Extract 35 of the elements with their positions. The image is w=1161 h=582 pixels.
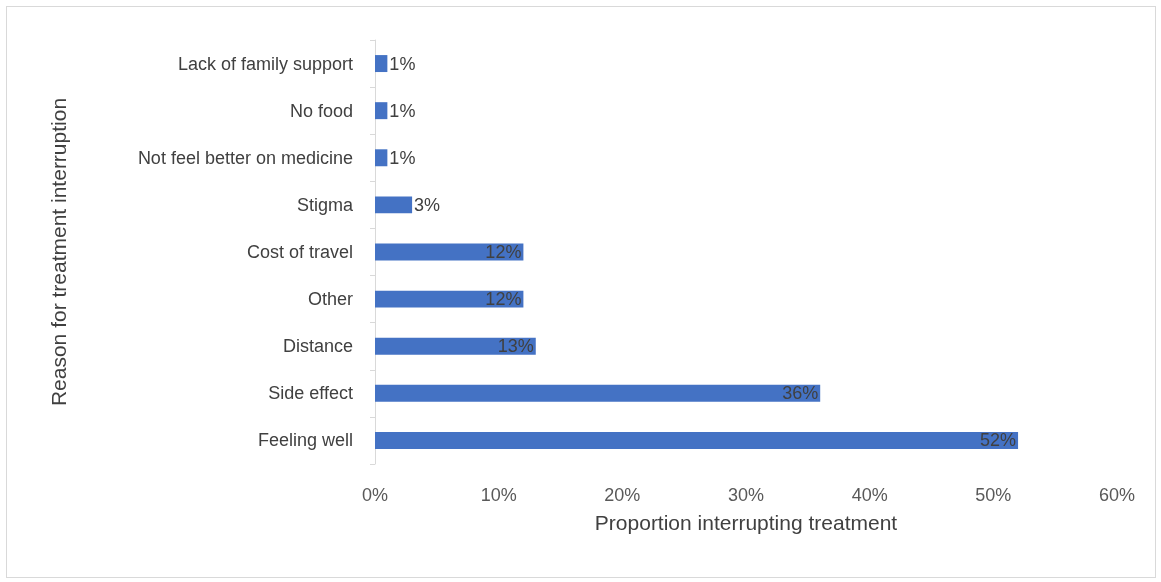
x-tick-label: 20% [604,485,641,505]
data-label: 13% [497,336,534,357]
data-label: 3% [414,194,441,215]
bar [375,290,524,308]
x-tick-label: 50% [975,485,1012,505]
data-label: 12% [485,289,522,310]
x-tick-label: 30% [727,485,765,505]
bar [375,55,388,73]
bar [375,431,1019,449]
data-label: 1% [389,100,416,121]
bar [375,337,536,355]
y-tick-label: Cost of travel [246,242,353,262]
bar [375,102,388,120]
y-tick-label: Other [307,289,353,310]
y-tick-label: Side effect [268,383,353,404]
x-axis-title: Proportion interrupting treatment [594,511,898,534]
y-tick-label: Feeling well [257,430,353,451]
data-label: 1% [389,53,416,74]
y-tick-label: Lack of family support [177,53,353,74]
bar [375,384,821,402]
y-tick-label: Not feel better on medicine [137,147,353,168]
y-tick-label: No food [289,100,353,121]
data-label: 1% [389,147,416,168]
y-axis-title: Reason for treatment interruption [47,97,70,407]
x-tick-label: 40% [851,485,888,505]
data-label: 52% [980,430,1017,451]
data-label: 36% [782,383,819,404]
y-tick-label: Distance [282,336,353,357]
data-label: 12% [485,242,522,262]
y-tick-label: Stigma [296,194,354,215]
bar [375,196,413,214]
bar [375,149,388,167]
x-tick-label: 10% [480,485,517,505]
x-tick-label: 60% [1098,485,1136,505]
x-tick-label: 0% [361,485,389,505]
